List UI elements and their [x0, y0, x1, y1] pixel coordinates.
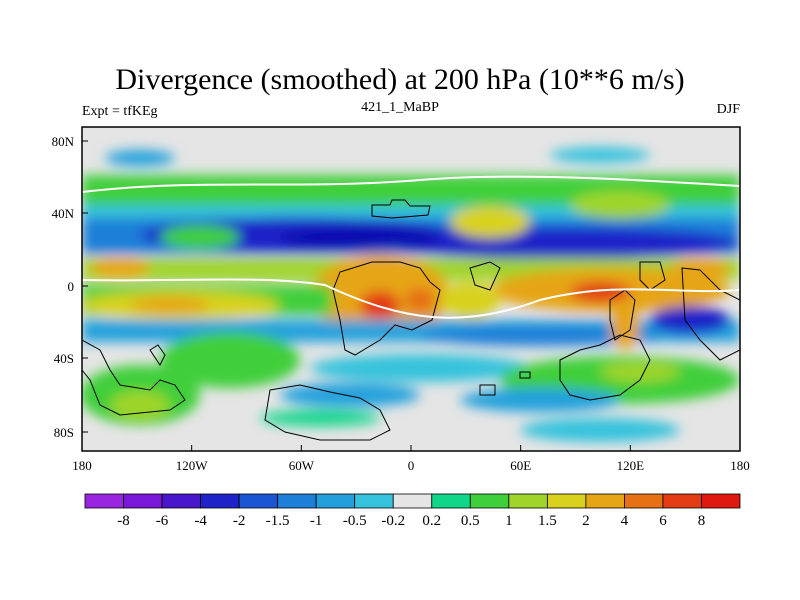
colorbar-label: -2	[233, 513, 246, 529]
lon-tick-label: 180	[72, 458, 92, 473]
colorbar-label: -1.5	[266, 513, 290, 529]
lat-tick-label: 0	[68, 279, 75, 294]
lon-tick-label: 60E	[510, 458, 531, 473]
colorbar-swatch	[701, 493, 741, 509]
colorbar-label: -1	[310, 513, 323, 529]
colorbar-label: -0.5	[343, 513, 367, 529]
figure-title: Divergence (smoothed) at 200 hPa (10**6 …	[115, 63, 685, 96]
colorbar-swatch	[431, 493, 471, 509]
colorbar-swatch	[662, 493, 702, 509]
colorbar-swatch	[238, 493, 279, 509]
colorbar-label: 1	[505, 513, 513, 529]
colorbar-label: 2	[582, 513, 590, 529]
colorbar-swatch	[123, 493, 163, 509]
colorbar: -8 -6 -4 -2 -1.5 -1 -0.5 -0.2 0.2 0.5 1 1.5 2 4 6 8	[84, 493, 741, 529]
run-label: 421_1_MaBP	[361, 100, 439, 115]
colorbar-swatch	[469, 493, 510, 509]
colorbar-label: -6	[156, 513, 169, 529]
lat-tick-label: 40S	[54, 351, 74, 366]
lon-tick-label: 120E	[617, 458, 645, 473]
colorbar-swatch	[585, 493, 625, 509]
lon-tick-label: 120W	[176, 458, 209, 473]
colorbar-label: 1.5	[538, 513, 557, 529]
colorbar-label: 8	[698, 513, 706, 529]
lat-tick-label: 80S	[54, 425, 74, 440]
lon-tick-label: 180	[730, 458, 750, 473]
colorbar-swatch	[354, 493, 394, 509]
colorbar-swatch	[624, 493, 664, 509]
lon-tick-label: 60W	[289, 458, 315, 473]
longitude-axis: 180 120W 60W 0 60E 120E 180	[72, 445, 750, 473]
lat-tick-label: 80N	[52, 134, 75, 149]
colorbar-swatch	[277, 493, 317, 509]
season-label: DJF	[716, 102, 740, 117]
colorbar-label: 6	[659, 513, 667, 529]
colorbar-swatch	[546, 493, 587, 509]
colorbar-label: 0.5	[461, 513, 480, 529]
coastlines	[82, 199, 740, 441]
colorbar-label: 4	[621, 513, 629, 529]
lat-tick-label: 40N	[52, 206, 75, 221]
colorbar-label: -0.2	[381, 513, 405, 529]
colorbar-swatch	[84, 493, 124, 509]
colorbar-label: -4	[194, 513, 207, 529]
colorbar-swatch	[315, 493, 356, 509]
colorbar-swatch	[161, 493, 201, 509]
zero-contours	[82, 175, 740, 319]
experiment-label: Expt = tfKEg	[82, 104, 158, 119]
colorbar-label: 0.2	[422, 513, 441, 529]
colorbar-swatch	[200, 493, 240, 509]
divergence-field	[82, 127, 740, 451]
colorbar-swatch	[392, 493, 433, 509]
colorbar-swatch	[508, 493, 548, 509]
colorbar-label: -8	[117, 513, 130, 529]
latitude-axis: 80N 40N 0 40S 80S	[52, 134, 88, 440]
lon-tick-label: 0	[408, 458, 415, 473]
